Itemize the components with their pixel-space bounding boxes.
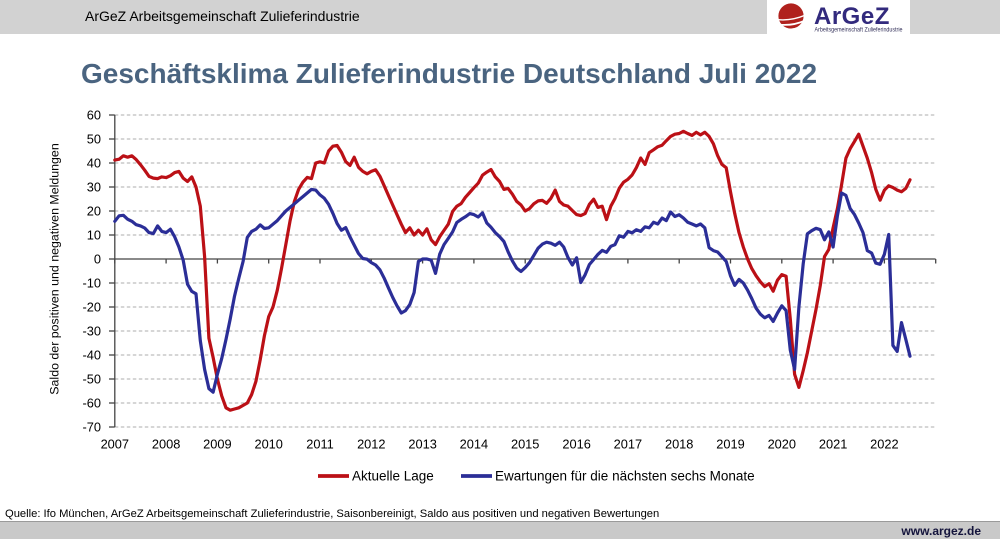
svg-text:2017: 2017 [614, 437, 642, 452]
svg-text:Aktuelle Lage: Aktuelle Lage [352, 469, 434, 484]
svg-text:10: 10 [87, 227, 101, 242]
svg-text:-60: -60 [83, 395, 102, 410]
svg-text:2014: 2014 [460, 437, 488, 452]
svg-text:20: 20 [87, 203, 101, 218]
svg-text:Arbeitsgemeinschaft Zulieferin: Arbeitsgemeinschaft Zulieferindustrie [815, 27, 903, 34]
svg-text:-20: -20 [83, 299, 102, 314]
svg-text:2009: 2009 [203, 437, 231, 452]
svg-text:60: 60 [87, 107, 101, 122]
svg-text:50: 50 [87, 131, 101, 146]
svg-text:ArGeZ: ArGeZ [814, 3, 890, 30]
svg-text:40: 40 [87, 155, 101, 170]
svg-text:0: 0 [94, 251, 101, 266]
svg-text:2007: 2007 [101, 437, 129, 452]
svg-text:-70: -70 [83, 419, 102, 434]
svg-text:2018: 2018 [665, 437, 693, 452]
svg-text:2010: 2010 [254, 437, 282, 452]
svg-text:-40: -40 [83, 347, 102, 362]
svg-text:2011: 2011 [306, 437, 334, 452]
svg-text:2015: 2015 [511, 437, 539, 452]
svg-text:2020: 2020 [768, 437, 796, 452]
svg-text:2019: 2019 [716, 437, 744, 452]
svg-text:-10: -10 [83, 275, 102, 290]
svg-text:-30: -30 [83, 323, 102, 338]
svg-text:2013: 2013 [408, 437, 436, 452]
svg-text:2016: 2016 [562, 437, 590, 452]
svg-text:Ewartungen für die nächsten se: Ewartungen für die nächsten sechs Monate [495, 469, 755, 484]
svg-text:2022: 2022 [870, 437, 898, 452]
svg-text:2021: 2021 [819, 437, 847, 452]
svg-text:30: 30 [87, 179, 101, 194]
svg-text:-50: -50 [83, 371, 102, 386]
svg-text:Saldo der positiven und negati: Saldo der positiven und negativen Meldun… [48, 143, 62, 395]
svg-text:2012: 2012 [357, 437, 385, 452]
svg-text:2008: 2008 [152, 437, 180, 452]
